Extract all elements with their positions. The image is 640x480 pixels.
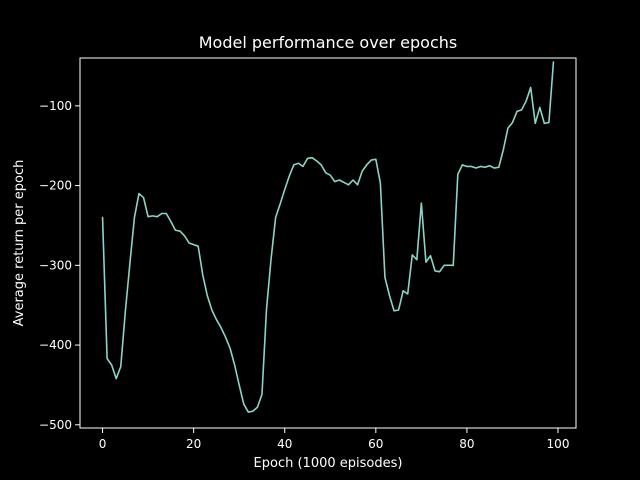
x-tick-label: 20: [186, 437, 201, 451]
x-tick-label: 100: [547, 437, 570, 451]
x-tick-label: 40: [277, 437, 292, 451]
x-tick-label: 80: [459, 437, 474, 451]
y-tick-label: −400: [39, 338, 72, 352]
y-tick-label: −200: [39, 179, 72, 193]
x-tick-label: 0: [99, 437, 107, 451]
y-axis-label: Average return per epoch: [12, 160, 27, 327]
y-tick-label: −300: [39, 258, 72, 272]
y-tick-label: −100: [39, 99, 72, 113]
chart-title: Model performance over epochs: [199, 33, 458, 52]
series-line: [101, 61, 555, 413]
plot-frame: [79, 57, 577, 429]
x-tick-label: 60: [368, 437, 383, 451]
ticks-layer: 0 20 40 60 80 100 −500 −400 −300 −200 −100: [39, 99, 569, 451]
x-axis-label: Epoch (1000 episodes): [254, 456, 403, 471]
y-tick-label: −500: [39, 418, 72, 432]
